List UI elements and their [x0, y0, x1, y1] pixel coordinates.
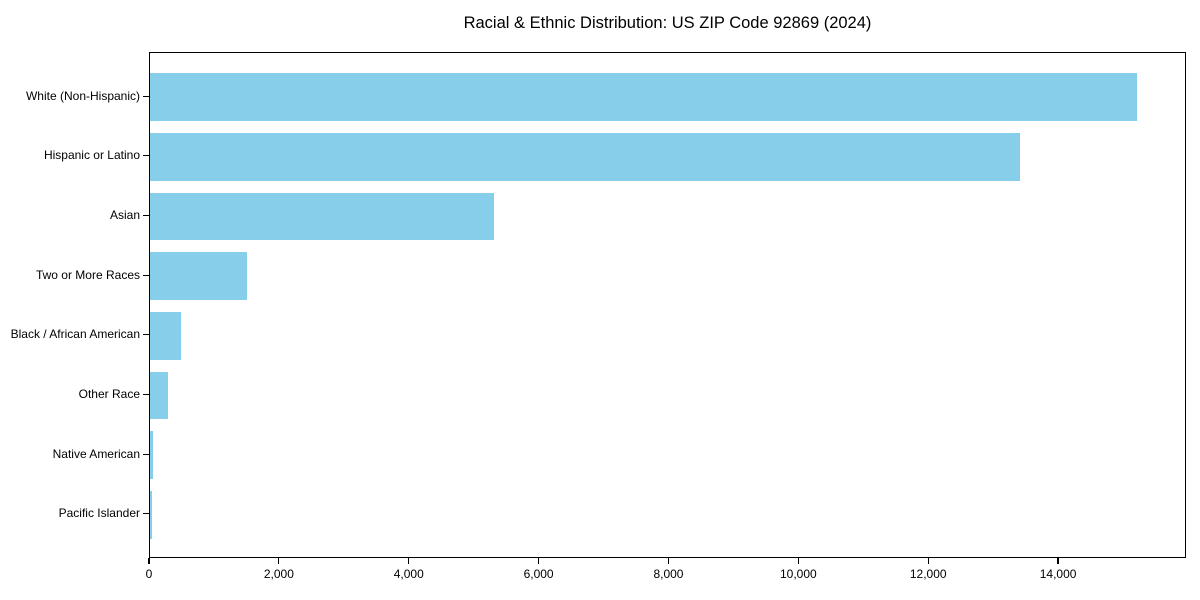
x-tick-mark [1057, 558, 1059, 564]
y-tick-label: Asian [109, 207, 140, 222]
x-tick-mark [408, 558, 410, 564]
x-tick-label: 8,000 [653, 567, 684, 581]
x-tick-label: 6,000 [523, 567, 554, 581]
x-tick-label: 0 [145, 567, 153, 581]
y-tick-mark [143, 155, 149, 157]
x-tick-label: 14,000 [1039, 567, 1077, 581]
y-tick-mark [143, 453, 149, 455]
bar-two-or-more-races [150, 252, 248, 301]
y-tick-label: Native American [52, 446, 140, 461]
y-tick-mark [143, 513, 149, 515]
bar-white-non-hispanic [150, 73, 1137, 122]
bar-asian [150, 192, 495, 241]
x-tick-mark [927, 558, 929, 564]
y-tick-mark [143, 95, 149, 97]
x-tick-label: 10,000 [779, 567, 817, 581]
y-tick-mark [143, 274, 149, 276]
bar-other-race [150, 371, 169, 420]
x-tick-label: 4,000 [393, 567, 424, 581]
x-tick-mark [538, 558, 540, 564]
bar-pacific-islander [150, 490, 152, 539]
plot-area [149, 52, 1186, 558]
bar-hispanic-or-latino [150, 132, 1021, 181]
bar-black-african-american [150, 311, 181, 360]
y-tick-label: Other Race [78, 387, 140, 401]
x-tick-mark [278, 558, 280, 564]
y-tick-label: Two or More Races [35, 267, 140, 282]
y-tick-label: Pacific Islander [58, 506, 140, 521]
y-tick-mark [143, 334, 149, 336]
x-tick-label: 2,000 [263, 567, 294, 581]
x-tick-label: 12,000 [909, 567, 947, 581]
x-tick-mark [797, 558, 799, 564]
bar-native-american [150, 431, 153, 480]
y-tick-label: Black / African American [10, 327, 140, 342]
y-tick-mark [143, 214, 149, 217]
y-tick-label: White (Non-Hispanic) [25, 88, 140, 103]
x-tick-mark [667, 558, 670, 564]
x-tick-mark [148, 558, 150, 564]
chart-title: Racial & Ethnic Distribution: US ZIP Cod… [463, 14, 872, 32]
y-tick-label: Hispanic or Latino [43, 148, 140, 163]
y-tick-mark [143, 393, 149, 396]
